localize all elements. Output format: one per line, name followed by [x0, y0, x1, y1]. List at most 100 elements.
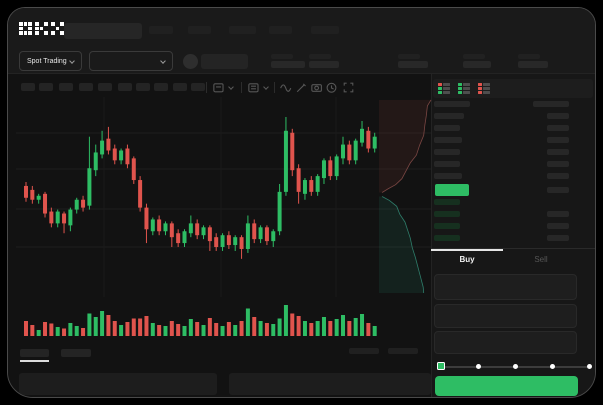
slider-stop[interactable] — [476, 364, 481, 369]
bid-row-price[interactable] — [434, 223, 460, 229]
candle — [144, 207, 149, 230]
volume-bar — [188, 319, 193, 336]
style-dropdown-icon[interactable] — [248, 82, 259, 93]
nav-item[interactable] — [229, 26, 256, 34]
nav-item[interactable] — [188, 26, 211, 34]
volume-bar — [239, 321, 244, 336]
slider-stop[interactable] — [587, 364, 592, 369]
screenshot-icon[interactable] — [311, 82, 322, 93]
drawing-tool-button[interactable] — [21, 83, 35, 91]
bottom-tab-active[interactable] — [20, 349, 49, 357]
bid-row-price[interactable] — [434, 199, 460, 205]
search-input[interactable] — [64, 23, 142, 39]
book-combined-icon[interactable] — [438, 82, 451, 95]
ask-row-price[interactable] — [434, 161, 460, 167]
volume-chart[interactable] — [16, 296, 431, 336]
slider-handle[interactable] — [437, 362, 445, 370]
ask-row-price[interactable] — [434, 149, 460, 155]
market-type-dropdown[interactable]: Spot Trading — [19, 51, 82, 71]
candle — [328, 160, 333, 177]
drawing-tool-button[interactable] — [98, 83, 112, 91]
order-form-field[interactable] — [434, 331, 577, 354]
candle — [87, 168, 92, 206]
bid-row-size[interactable] — [547, 211, 569, 217]
bottom-bar-chip[interactable] — [349, 348, 379, 354]
ask-row-price[interactable] — [434, 125, 460, 131]
stat-label — [398, 54, 420, 59]
candle — [296, 168, 301, 192]
candle — [315, 176, 320, 192]
draw-icon[interactable] — [296, 82, 307, 93]
candle — [55, 211, 60, 224]
book-asks-icon[interactable] — [478, 82, 491, 95]
bottom-bar-chip[interactable] — [388, 348, 418, 354]
depth-overlay — [379, 99, 432, 294]
volume-bar — [353, 318, 358, 336]
candle — [220, 235, 225, 248]
ask-row-size[interactable] — [547, 137, 569, 143]
tab-sell[interactable]: Sell — [534, 255, 548, 264]
volume-bar — [309, 323, 314, 336]
ask-row-size[interactable] — [547, 149, 569, 155]
volume-bar — [201, 325, 206, 336]
chevron-down-icon — [160, 58, 166, 64]
candle — [195, 223, 200, 236]
bid-row-size[interactable] — [547, 223, 569, 229]
drawing-tool-button[interactable] — [191, 83, 205, 91]
nav-item[interactable] — [269, 26, 292, 34]
candle — [214, 237, 219, 248]
wave-icon[interactable] — [280, 82, 292, 93]
candle — [24, 185, 28, 198]
drawing-tool-button[interactable] — [118, 83, 132, 91]
candle — [157, 219, 162, 232]
bid-row-price[interactable] — [434, 235, 460, 241]
buy-submit-button[interactable] — [435, 376, 578, 396]
interval-dropdown-icon[interactable] — [213, 82, 224, 93]
pair-dropdown[interactable] — [89, 51, 173, 71]
chart-background — [8, 74, 431, 397]
candle — [226, 235, 231, 246]
history-icon[interactable] — [326, 82, 337, 93]
drawing-tool-button[interactable] — [173, 83, 187, 91]
bid-row-price[interactable] — [434, 211, 460, 217]
volume-bar — [226, 322, 231, 336]
nav-item[interactable] — [149, 26, 173, 34]
candlestick-chart[interactable] — [16, 97, 431, 297]
volume-bar — [119, 325, 124, 336]
bottom-tab[interactable] — [61, 349, 91, 357]
nav-item[interactable] — [311, 26, 339, 34]
order-form-field[interactable] — [434, 304, 577, 328]
okx-logo-glyph-O — [19, 22, 32, 35]
order-form-field[interactable] — [434, 274, 577, 300]
drawing-tool-button[interactable] — [59, 83, 73, 91]
candle — [163, 223, 168, 232]
drawing-tool-button[interactable] — [79, 83, 93, 91]
book-bids-icon[interactable] — [458, 82, 471, 95]
volume-bar — [100, 311, 105, 336]
slider-stop[interactable] — [513, 364, 518, 369]
candle — [271, 231, 276, 242]
bid-row-size[interactable] — [547, 235, 569, 241]
okx-logo[interactable] — [19, 22, 64, 35]
ask-row-size[interactable] — [547, 161, 569, 167]
ask-row-size[interactable] — [547, 173, 569, 179]
volume-bar — [341, 315, 345, 336]
ask-row-price[interactable] — [434, 173, 462, 179]
volume-bar — [157, 325, 162, 336]
volume-bar — [49, 323, 54, 336]
ask-row-size[interactable] — [547, 125, 569, 131]
drawing-tool-button[interactable] — [154, 83, 168, 91]
ask-row-price[interactable] — [434, 137, 462, 143]
volume-bar — [290, 313, 295, 336]
ask-row-price[interactable] — [434, 113, 464, 119]
slider-stop[interactable] — [550, 364, 555, 369]
tab-buy[interactable]: Buy — [459, 255, 475, 264]
volume-bar — [131, 318, 136, 336]
ask-row-size[interactable] — [547, 113, 569, 119]
last-price-badge[interactable] — [435, 184, 469, 196]
volume-bar — [328, 321, 333, 336]
drawing-tool-button[interactable] — [136, 83, 150, 91]
stat-value — [309, 61, 339, 68]
fullscreen-icon[interactable] — [343, 82, 354, 93]
drawing-tool-button[interactable] — [39, 83, 53, 91]
